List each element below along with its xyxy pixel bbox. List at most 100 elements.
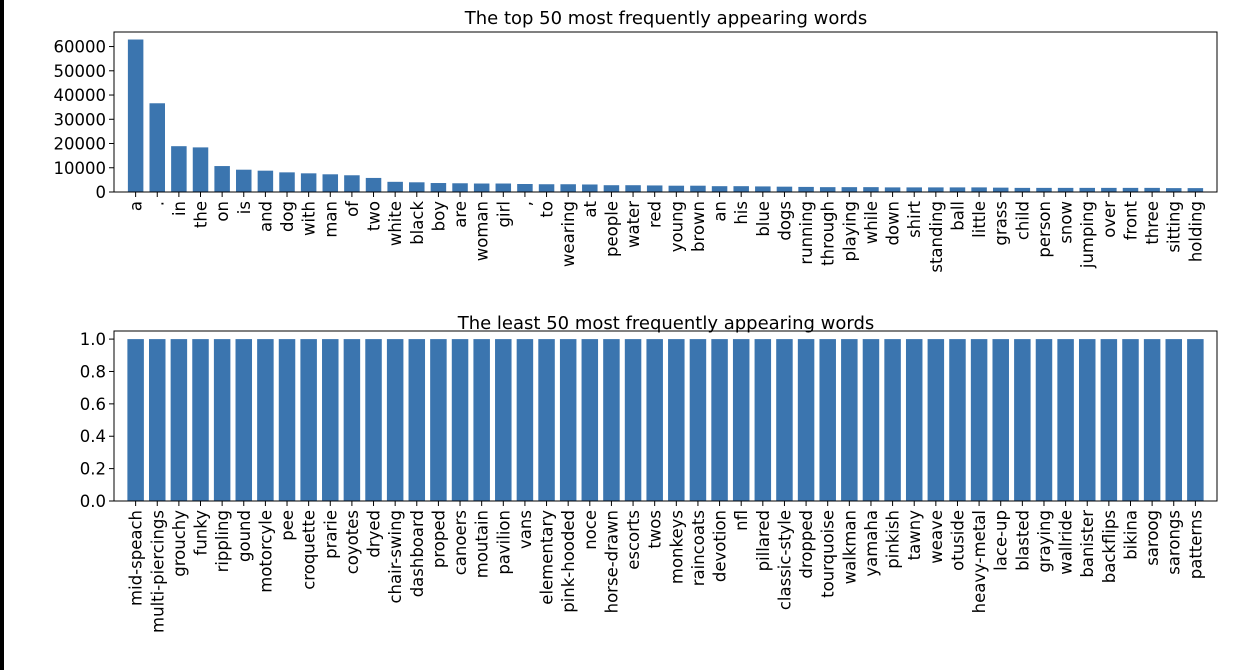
bar [1035, 339, 1053, 501]
bar [170, 339, 188, 501]
x-tick-label: pink-hooded [559, 510, 578, 613]
x-tick-label: dropped [797, 510, 816, 579]
bar [322, 174, 339, 192]
x-tick-label: jumping [1078, 201, 1097, 269]
x-tick-label: shirt [905, 200, 924, 237]
x-tick-label: holding [1186, 201, 1205, 262]
bar [754, 339, 772, 501]
x-tick-label: tawny [905, 510, 924, 561]
bar [149, 339, 166, 501]
x-tick-label: twos [646, 510, 665, 549]
bar [884, 187, 901, 192]
bar [559, 339, 577, 501]
x-tick-label: patterns [1186, 510, 1205, 579]
bar [927, 339, 945, 501]
bar [473, 183, 490, 192]
bar [884, 339, 901, 501]
x-tick-label: an [711, 201, 730, 222]
bar [1187, 339, 1204, 501]
x-tick-label: dryed [365, 510, 384, 558]
bar [473, 339, 490, 501]
bar [1187, 188, 1204, 192]
bar [495, 183, 512, 192]
x-tick-label: proped [429, 510, 448, 568]
y-tick-label: 30000 [54, 110, 107, 129]
x-tick-label: rippling [213, 510, 232, 572]
x-tick-label: woman [473, 201, 492, 261]
x-tick-label: person [1035, 201, 1054, 258]
bar [1014, 339, 1031, 501]
bar [149, 103, 165, 192]
plot-frame [113, 31, 1218, 193]
bar [408, 339, 426, 501]
bar [949, 187, 966, 192]
x-tick-label: standing [927, 201, 946, 273]
x-tick-label: . [148, 201, 167, 206]
bar [127, 339, 144, 501]
x-tick-label: heavy-metal [970, 510, 989, 613]
bar [1122, 187, 1139, 192]
x-tick-label: bikina [1121, 510, 1140, 560]
bar [1143, 339, 1161, 501]
bar [906, 187, 922, 192]
bar [127, 39, 144, 192]
x-tick-label: in [170, 201, 189, 216]
x-tick-label: with [300, 201, 319, 236]
bar [538, 184, 555, 192]
x-tick-label: blue [754, 201, 773, 237]
bar [1165, 339, 1182, 501]
x-tick-label: walkman [840, 510, 859, 584]
x-tick-label: nfl [732, 510, 751, 531]
bar [300, 173, 317, 192]
bar [452, 183, 468, 192]
bar [257, 170, 274, 192]
x-tick-label: blasted [1013, 510, 1032, 571]
bar [365, 339, 382, 501]
bar [495, 339, 512, 501]
x-tick-label: at [581, 200, 600, 217]
y-tick-label: 50000 [54, 62, 107, 81]
x-tick-label: graying [1035, 510, 1054, 573]
x-tick-label: over [1100, 201, 1119, 238]
x-tick-label: horse-drawn [602, 510, 621, 613]
x-tick-label: are [451, 201, 470, 228]
x-tick-label: little [970, 201, 989, 238]
y-tick-label: 0.2 [80, 460, 106, 479]
x-tick-label: wearing [559, 201, 578, 267]
x-tick-label: water [624, 201, 643, 248]
bar [905, 339, 923, 501]
bar [430, 339, 447, 501]
bar [236, 169, 252, 192]
bar [343, 339, 361, 501]
x-tick-label: otuside [948, 510, 967, 571]
bar [365, 177, 382, 192]
x-tick-label: monkeys [667, 510, 686, 584]
bar [624, 339, 642, 501]
plot-frame [113, 330, 1218, 502]
x-tick-label: while [862, 201, 881, 244]
x-tick-label: through [819, 201, 838, 266]
x-tick-label: people [602, 201, 621, 257]
x-tick-label: child [1013, 201, 1032, 240]
x-tick-label: , [516, 201, 535, 206]
x-tick-label: pee [278, 510, 297, 541]
bar [279, 172, 295, 192]
x-tick-label: funky [192, 510, 211, 556]
x-tick-label: down [884, 201, 903, 246]
bar [1014, 187, 1031, 192]
bar [819, 339, 836, 501]
x-tick-label: vans [516, 510, 535, 549]
x-tick-label: of [343, 200, 362, 217]
x-tick-label: classic-style [775, 510, 794, 610]
x-tick-label: front [1121, 200, 1140, 240]
bar [538, 339, 555, 501]
y-tick-label: 0.4 [80, 427, 106, 446]
bar [278, 339, 296, 501]
x-tick-label: gound [235, 510, 254, 562]
bar [690, 185, 706, 192]
x-tick-label: running [797, 201, 816, 265]
bar [409, 182, 425, 192]
bar [862, 339, 880, 501]
x-tick-label: a [127, 201, 146, 211]
